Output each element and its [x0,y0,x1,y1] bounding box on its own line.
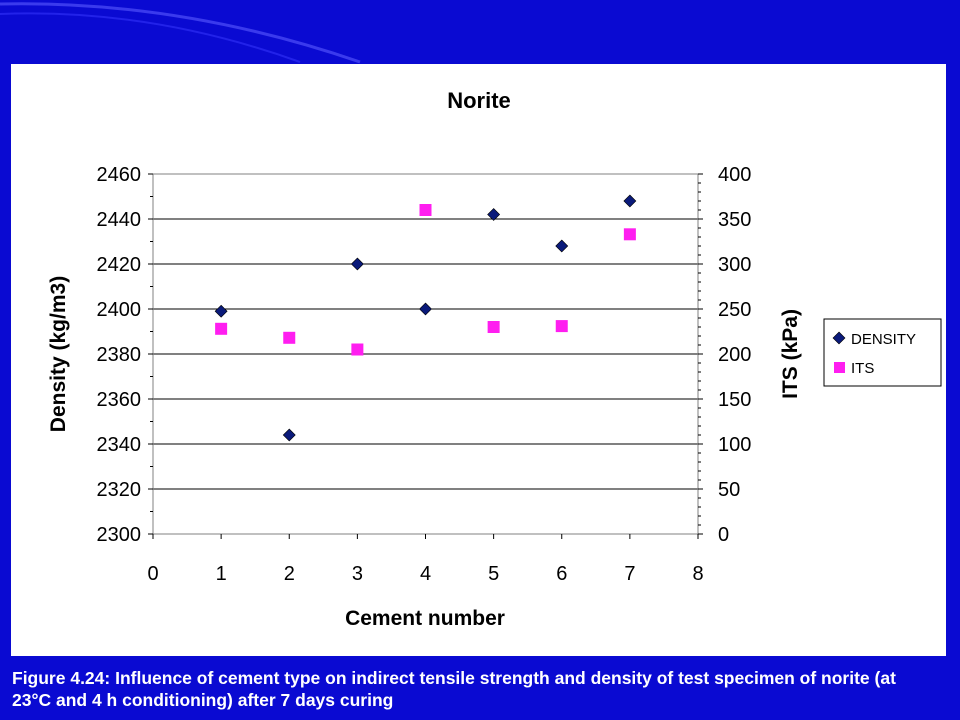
chart-title: Norite [447,88,511,113]
y-tick-label: 2340 [97,434,142,456]
y2-tick-label: 100 [718,434,751,456]
x-tick-label: 2 [284,563,295,585]
legend-box [823,318,942,387]
x-tick-label: 0 [147,563,158,585]
legend-density-marker [832,331,846,345]
its-point [623,228,636,241]
y-tick-label: 2320 [97,479,142,501]
y-tick-label: 2300 [97,524,142,546]
x-tick-label: 5 [488,563,499,585]
y2-tick-label: 50 [718,479,740,501]
y2-tick-label: 350 [718,209,751,231]
its-point [419,204,432,216]
its-point [351,343,364,356]
density-point [282,428,296,442]
legend-its-label: ITS [851,360,874,377]
y-tick-label: 2460 [97,164,142,186]
x-tick-label: 1 [216,563,227,585]
y2-tick-label: 150 [718,389,751,411]
y-tick-label: 2440 [97,209,142,231]
x-tick-label: 4 [420,563,431,585]
y2-tick-label: 400 [718,164,751,186]
grid-layer [153,173,698,490]
density-point [555,239,569,253]
series-layer [214,194,637,442]
y-tick-label: 2380 [97,344,142,366]
y2-tick-label: 250 [718,299,751,321]
y-tick-label: 2360 [97,389,142,411]
its-point [487,321,500,333]
y2-tick-label: 300 [718,254,751,276]
y-tick-label: 2400 [97,299,142,321]
its-point [555,320,568,333]
tick-label-layer: 2300232023402360238024002420244024600501… [97,164,752,585]
density-point [487,208,501,221]
y-tick-label: 2420 [97,254,142,276]
chart-svg: Norite 230023202340236023802400242024402… [47,88,942,630]
y2-tick-label: 0 [718,524,729,546]
y2-axis-label: ITS (kPa) [779,309,802,399]
x-tick-label: 6 [556,563,567,585]
x-tick-label: 8 [692,563,703,585]
background-swoosh [0,2,361,64]
y2-tick-label: 200 [718,344,751,366]
figure-caption: Figure 4.24: Influence of cement type on… [12,668,896,710]
chart-panel: Norite 2300 2320 2340 2360 2380 2400 2420 2440 2… [11,64,946,656]
x-axis-label: Cement number [345,607,505,630]
y-axis-label: Density (kg/m3) [47,276,70,432]
x-tick-label: 7 [624,563,635,585]
density-point [623,194,637,208]
density-point [214,304,228,318]
legend: DENSITY ITS [823,318,942,387]
its-point [283,331,296,344]
x-tick-label: 3 [352,563,363,585]
its-point [215,322,228,335]
legend-its-marker [834,362,845,373]
tick-layer [148,173,703,539]
density-point [419,302,432,316]
legend-density-label: DENSITY [851,331,916,348]
density-point [350,257,364,271]
